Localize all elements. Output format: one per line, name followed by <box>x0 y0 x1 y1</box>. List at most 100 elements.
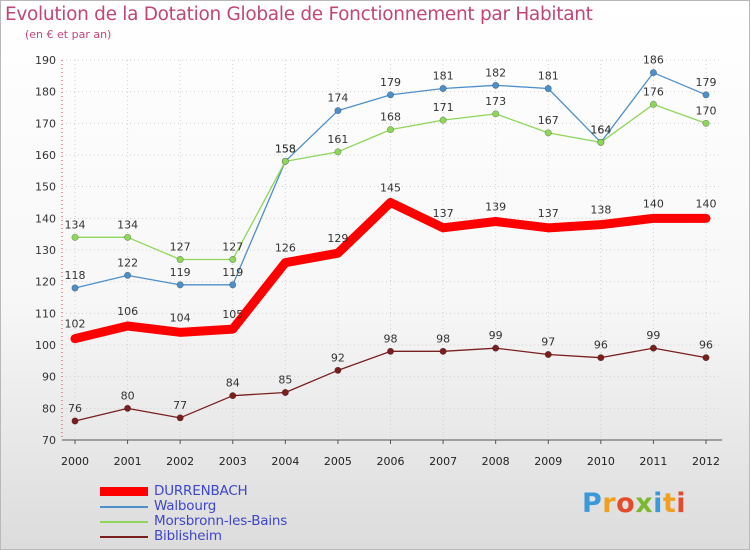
legend-label: Morsbronn-les-Bains <box>154 513 288 529</box>
data-point <box>597 138 605 146</box>
data-label: 119 <box>170 266 191 279</box>
data-label: 122 <box>117 256 138 269</box>
logo-letter: x <box>635 488 654 519</box>
data-point <box>176 255 184 263</box>
data-point <box>124 404 132 412</box>
y-tick-label: 90 <box>42 371 56 384</box>
data-label: 127 <box>222 241 243 254</box>
logo-letter: i <box>653 488 663 519</box>
data-label: 98 <box>436 332 450 345</box>
data-label: 164 <box>590 123 611 136</box>
y-tick-label: 110 <box>35 307 56 320</box>
data-label: 118 <box>65 269 86 282</box>
data-label: 173 <box>485 95 506 108</box>
data-label: 77 <box>173 399 187 412</box>
y-tick-label: 170 <box>35 117 56 130</box>
data-label: 96 <box>699 339 713 352</box>
data-label: 80 <box>121 389 135 402</box>
data-label: 145 <box>380 182 401 195</box>
y-tick-label: 140 <box>35 212 56 225</box>
data-point <box>492 344 500 352</box>
data-label: 134 <box>65 218 86 231</box>
data-label: 161 <box>327 133 348 146</box>
data-label: 76 <box>68 402 82 415</box>
logo-letter: i <box>676 488 687 519</box>
data-label: 174 <box>327 92 348 105</box>
data-label: 104 <box>170 311 191 324</box>
legend-swatch <box>100 487 148 496</box>
data-point <box>124 233 132 241</box>
data-label: 137 <box>538 207 559 220</box>
data-label: 99 <box>646 329 660 342</box>
data-point <box>702 354 710 362</box>
data-label: 134 <box>117 218 138 231</box>
data-point <box>71 417 79 425</box>
x-tick-label: 2010 <box>587 455 615 468</box>
legend: DURRENBACH Walbourg Morsbronn-les-Bains Bib… <box>100 484 287 544</box>
data-label: 84 <box>226 377 240 390</box>
data-point <box>439 116 447 124</box>
y-tick-label: 120 <box>35 276 56 289</box>
x-tick-label: 2007 <box>429 455 457 468</box>
y-tick-label: 150 <box>35 181 56 194</box>
data-label: 127 <box>170 241 191 254</box>
y-tick-label: 180 <box>35 86 56 99</box>
x-tick-label: 2011 <box>639 455 667 468</box>
data-point <box>439 347 447 355</box>
data-label: 138 <box>590 204 611 217</box>
y-tick-label: 70 <box>42 434 56 447</box>
data-label: 158 <box>275 142 296 155</box>
y-tick-label: 190 <box>35 54 56 67</box>
y-tick-label: 80 <box>42 402 56 415</box>
data-label: 179 <box>380 76 401 89</box>
y-tick-label: 160 <box>35 149 56 162</box>
data-point <box>702 119 710 127</box>
legend-label: Walbourg <box>154 498 217 514</box>
legend-label: Biblisheim <box>154 528 222 544</box>
data-label: 85 <box>278 374 292 387</box>
data-label: 168 <box>380 111 401 124</box>
legend-swatch <box>100 535 148 538</box>
data-label: 99 <box>489 329 503 342</box>
data-point <box>597 354 605 362</box>
data-label: 96 <box>594 339 608 352</box>
data-label: 158 <box>275 142 296 155</box>
data-label: 139 <box>485 201 506 214</box>
data-point <box>281 157 289 165</box>
x-tick-label: 2006 <box>377 455 405 468</box>
x-tick-label: 2003 <box>219 455 247 468</box>
data-label: 119 <box>222 266 243 279</box>
data-point <box>71 284 79 292</box>
data-label: 92 <box>331 351 345 364</box>
data-label: 164 <box>590 123 611 136</box>
y-tick-label: 100 <box>35 339 56 352</box>
x-tick-label: 2008 <box>482 455 510 468</box>
legend-item: Biblisheim <box>100 529 287 544</box>
logo-letter: t <box>662 488 677 519</box>
logo-letter: P <box>582 488 603 519</box>
data-point <box>386 126 394 134</box>
logo-letter: o <box>616 488 636 519</box>
data-label: 105 <box>222 308 243 321</box>
data-point <box>124 271 132 279</box>
data-label: 171 <box>433 101 454 114</box>
data-label: 186 <box>643 54 664 67</box>
data-label: 167 <box>538 114 559 127</box>
data-point <box>544 350 552 358</box>
data-point <box>386 347 394 355</box>
data-point <box>492 81 500 89</box>
data-point <box>439 85 447 93</box>
data-point <box>281 388 289 396</box>
data-point <box>176 414 184 422</box>
data-point <box>334 366 342 374</box>
legend-label: DURRENBACH <box>154 483 248 499</box>
x-tick-label: 2012 <box>692 455 720 468</box>
data-point <box>334 107 342 115</box>
data-label: 176 <box>643 85 664 98</box>
x-tick-label: 2005 <box>324 455 352 468</box>
data-label: 137 <box>433 207 454 220</box>
data-label: 126 <box>275 242 296 255</box>
data-label: 179 <box>696 76 717 89</box>
series-line-durrenbach <box>70 198 711 344</box>
